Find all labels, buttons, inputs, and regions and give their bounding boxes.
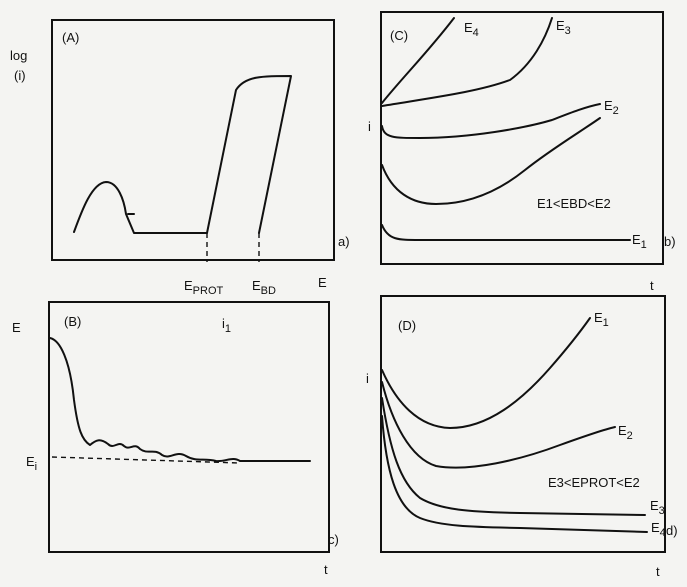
panel-b-frame — [48, 301, 330, 553]
panel-c-label-e4: E4 — [464, 20, 479, 39]
panel-b-title: (B) — [64, 314, 81, 329]
panel-a-marker-ebd: EBD — [252, 278, 276, 297]
panel-d-series-e1 — [381, 317, 591, 429]
panel-c-ylabel: i — [368, 119, 371, 134]
panel-c-corner-label: b) — [664, 234, 676, 249]
panel-d-label-e3: E3 — [650, 498, 665, 517]
panel-c-label-e3: E3 — [556, 18, 571, 37]
panel-a-corner-label: a) — [338, 234, 350, 249]
panel-d-frame — [380, 295, 666, 553]
panel-c-series-e4 — [381, 17, 455, 104]
panel-b: (B) E i1 Ei c) t — [12, 301, 339, 577]
panel-b-curve — [49, 337, 311, 463]
panel-c-baseline — [381, 224, 631, 241]
panel-d-series-e2 — [381, 381, 616, 469]
panel-c-series-e1 — [381, 117, 601, 205]
panel-c-frame — [380, 11, 664, 265]
panel-d-title: (D) — [398, 318, 416, 333]
panel-a-curve — [73, 75, 292, 234]
panel-b-corner-label: c) — [328, 532, 339, 547]
panel-d-annotation: E3<EPROT<E2 — [548, 475, 640, 490]
panel-d-series-e3 — [381, 397, 646, 516]
panel-d-label-e4: E4 — [651, 520, 666, 539]
panel-c-label-e1: E1 — [632, 232, 647, 251]
panel-a-title: (A) — [62, 30, 79, 45]
panel-d-ylabel: i — [366, 371, 369, 386]
panel-a-ylabel-line1: log — [10, 48, 27, 63]
panel-a-ylabel-line2: (i) — [14, 68, 26, 83]
panel-c-series-e2 — [381, 103, 601, 139]
panel-b-ei-dash — [51, 456, 241, 464]
panel-a-frame — [51, 19, 335, 261]
panel-c-annotation: E1<EBD<E2 — [537, 196, 611, 211]
panel-a: (A) log (i) EPROT EBD E a) — [10, 19, 350, 297]
panel-b-xlabel: t — [324, 562, 328, 577]
panel-c-xlabel: t — [650, 278, 654, 293]
panel-d-label-e1: E1 — [594, 310, 609, 329]
panel-a-marker-eprot: EPROT — [184, 278, 224, 297]
panel-b-annotation: i1 — [222, 316, 231, 335]
panel-d-series-e4 — [381, 415, 648, 533]
panel-c: (C) i E4 E3 E2 E1 E1<EBD<E2 b) t — [368, 11, 676, 293]
panel-d-xlabel: t — [656, 564, 660, 579]
panel-b-level-label: Ei — [26, 454, 37, 473]
panel-d-corner-label: d) — [666, 523, 678, 538]
panel-a-xlabel: E — [318, 275, 327, 290]
panel-b-ylabel: E — [12, 320, 21, 335]
panel-c-series-e3 — [381, 17, 553, 107]
panel-c-title: (C) — [390, 28, 408, 43]
panel-c-label-e2: E2 — [604, 98, 619, 117]
panel-d-label-e2: E2 — [618, 423, 633, 442]
panel-d: (D) i E1 E2 E3 E4 E3<EPROT<E2 d) t — [366, 295, 678, 579]
